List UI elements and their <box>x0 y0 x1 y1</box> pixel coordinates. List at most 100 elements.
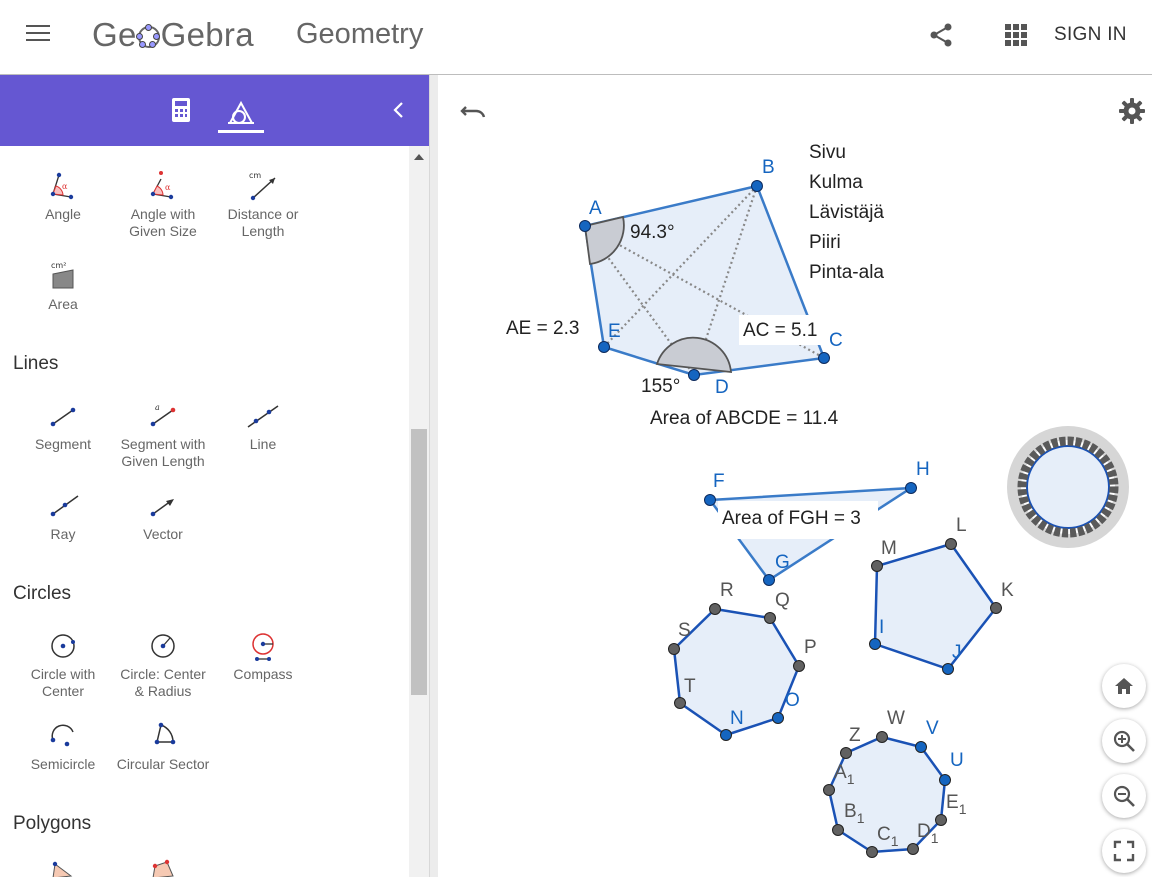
ac-length-label: AC = 5.1 <box>743 320 817 341</box>
point-a1[interactable] <box>823 784 835 796</box>
point-label-j: J <box>952 642 962 663</box>
tools-panel: α Angle α Angle with Given Size cm Dista… <box>0 75 429 877</box>
zoom-in-button[interactable] <box>1102 719 1146 763</box>
tool-label: Compass <box>233 666 293 682</box>
point-c1[interactable] <box>866 846 878 858</box>
tool-line[interactable]: Line <box>213 400 313 453</box>
logo-ring-icon <box>135 24 160 48</box>
logo-text-left: Ge <box>92 16 137 53</box>
label-piiri[interactable]: Piiri <box>809 232 841 253</box>
point-p[interactable] <box>793 660 805 672</box>
segment-given-length-icon: a <box>150 403 176 427</box>
tab-tools[interactable] <box>218 93 264 133</box>
tool-label: & Radius <box>134 683 192 699</box>
point-j[interactable] <box>942 663 954 675</box>
chevron-left-icon[interactable] <box>390 99 408 121</box>
point-r[interactable] <box>709 603 721 615</box>
point-label-e1: E1 <box>946 792 967 817</box>
point-o[interactable] <box>772 712 784 724</box>
point-g[interactable] <box>763 574 775 586</box>
tool-segment[interactable]: Segment <box>13 400 113 453</box>
point-h[interactable] <box>905 482 917 494</box>
label-lavistaja[interactable]: Lävistäjä <box>809 202 884 223</box>
tool-compass[interactable]: Compass <box>213 630 313 683</box>
undo-icon[interactable] <box>460 99 488 121</box>
point-m[interactable] <box>871 560 883 572</box>
point-q[interactable] <box>764 612 776 624</box>
fullscreen-button[interactable] <box>1102 829 1146 873</box>
scroll-up-arrow[interactable] <box>414 154 424 160</box>
point-e1[interactable] <box>935 814 947 826</box>
pentagon-ijklm[interactable] <box>873 542 998 671</box>
calculator-icon[interactable] <box>170 97 192 123</box>
point-label-b: B <box>762 157 775 178</box>
tool-distance-length[interactable]: cm Distance or Length <box>213 170 313 240</box>
point-s[interactable] <box>668 643 680 655</box>
point-label-q: Q <box>775 590 790 611</box>
point-label-i: I <box>879 617 884 638</box>
segment-icon <box>50 407 76 427</box>
tool-segment-given-length[interactable]: a Segment with Given Length <box>113 400 213 470</box>
point-label-g: G <box>775 552 790 573</box>
tool-circle-center[interactable]: Circle with Center <box>13 630 113 700</box>
point-label-w: W <box>887 708 905 729</box>
tool-ray[interactable]: Ray <box>13 490 113 543</box>
tool-vector[interactable]: Vector <box>113 490 213 543</box>
sign-in-button[interactable]: SIGN IN <box>1054 24 1127 45</box>
heptagon-nopqrst[interactable] <box>672 607 801 737</box>
point-l[interactable] <box>945 538 957 550</box>
home-button[interactable] <box>1102 664 1146 708</box>
tool-label: Segment with <box>120 436 206 452</box>
label-sivu[interactable]: Sivu <box>809 142 846 163</box>
tool-label: Length <box>241 223 285 239</box>
line-icon <box>247 405 279 428</box>
zoom-out-button[interactable] <box>1102 774 1146 818</box>
label-pinta-ala[interactable]: Pinta-ala <box>809 262 884 283</box>
tool-label: Semicircle <box>30 756 96 772</box>
point-d[interactable] <box>688 369 700 381</box>
point-n[interactable] <box>720 729 732 741</box>
tool-circular-sector[interactable]: Circular Sector <box>113 720 213 773</box>
angle-tool-icon: α <box>50 172 74 200</box>
point-a[interactable] <box>579 220 591 232</box>
polygon-tool-icon[interactable] <box>47 858 79 877</box>
tool-area[interactable]: cm² Area <box>13 260 113 313</box>
tool-angle[interactable]: α Angle <box>13 170 113 223</box>
label-kulma[interactable]: Kulma <box>809 172 863 193</box>
point-z[interactable] <box>840 747 852 759</box>
point-i[interactable] <box>869 638 881 650</box>
point-d1[interactable] <box>907 843 919 855</box>
point-w[interactable] <box>876 731 888 743</box>
tool-circle-radius[interactable]: Circle: Center & Radius <box>113 630 213 700</box>
compass-icon <box>252 633 274 661</box>
category-lines: Lines <box>13 353 59 374</box>
point-t[interactable] <box>674 697 686 709</box>
nonagon[interactable] <box>827 735 947 854</box>
tool-label: Center <box>41 683 85 699</box>
point-f[interactable] <box>704 494 716 506</box>
menu-icon[interactable] <box>26 25 50 45</box>
apps-grid-icon[interactable] <box>1005 24 1027 46</box>
panel-divider[interactable] <box>429 75 439 877</box>
tool-list-scrollbar[interactable] <box>409 146 429 877</box>
tool-label: Ray <box>50 526 76 542</box>
share-icon[interactable] <box>928 22 954 48</box>
distance-icon: cm <box>249 171 276 201</box>
point-c[interactable] <box>818 352 830 364</box>
point-b[interactable] <box>751 180 763 192</box>
tool-semicircle[interactable]: Semicircle <box>13 720 113 773</box>
gear-icon[interactable] <box>1118 97 1146 125</box>
regular-polygon-tool-icon[interactable] <box>147 858 179 877</box>
point-e[interactable] <box>598 341 610 353</box>
geometry-canvas[interactable]: Sivu Kulma Lävistäjä Piiri Pinta-ala 94.… <box>438 75 1152 877</box>
point-u[interactable] <box>939 774 951 786</box>
dense-polygon-ring[interactable] <box>1007 426 1129 548</box>
point-v[interactable] <box>915 741 927 753</box>
point-label-o: O <box>785 690 800 711</box>
point-label-b1: B1 <box>844 801 865 826</box>
tool-angle-given-size[interactable]: α Angle with Given Size <box>113 170 213 240</box>
point-b1[interactable] <box>832 824 844 836</box>
graphics-view[interactable]: Sivu Kulma Lävistäjä Piiri Pinta-ala 94.… <box>438 75 1152 877</box>
scroll-thumb[interactable] <box>411 429 427 695</box>
point-k[interactable] <box>990 602 1002 614</box>
